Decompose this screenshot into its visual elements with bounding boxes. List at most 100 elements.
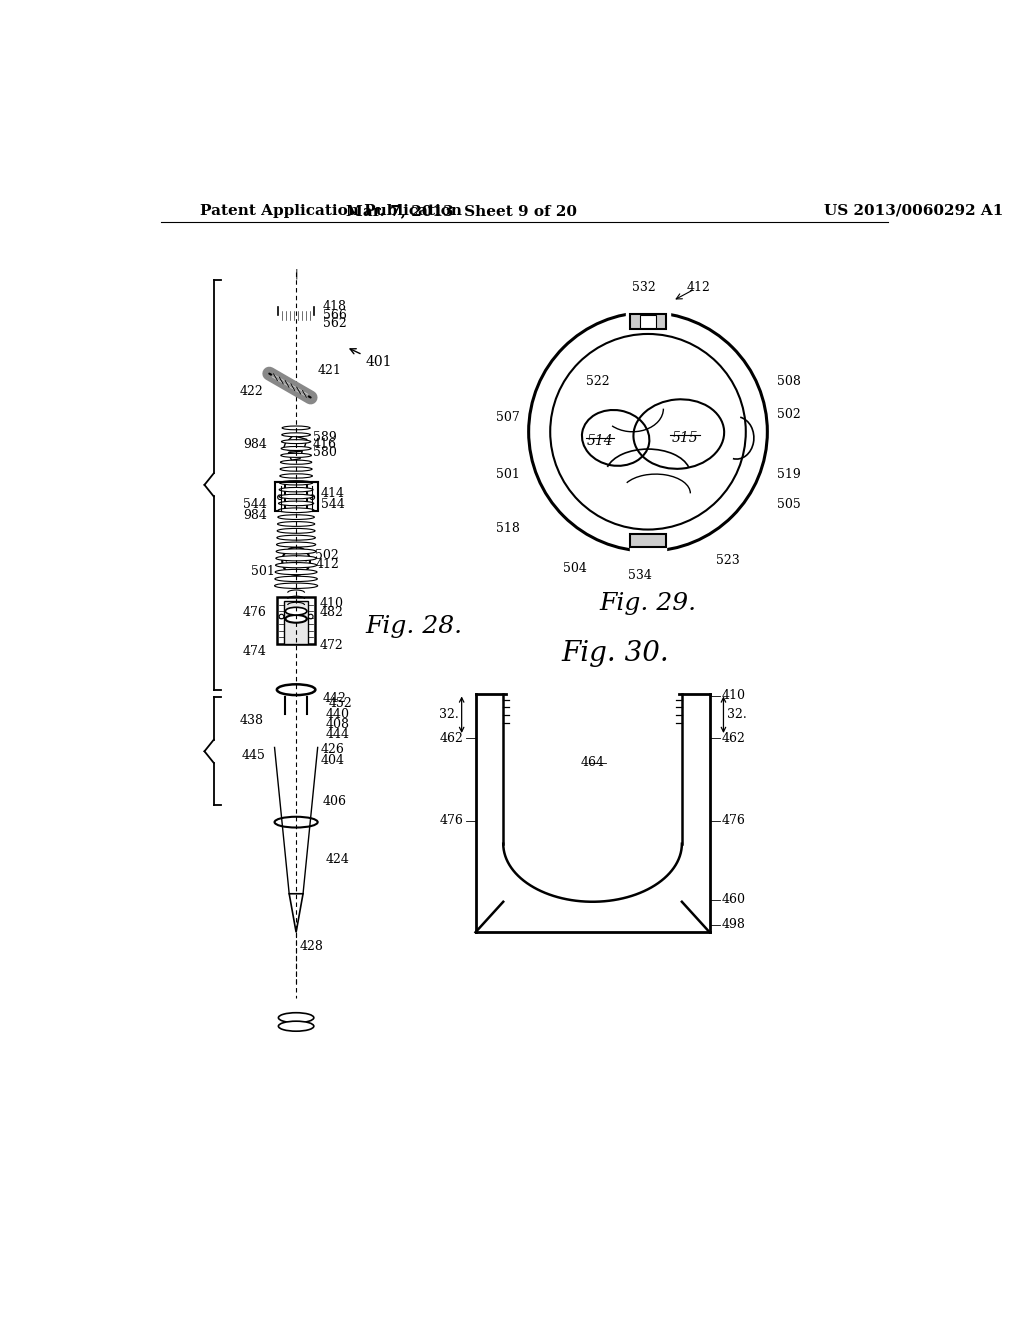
Ellipse shape [282,446,311,450]
Text: 412: 412 [686,281,711,294]
Text: 406: 406 [323,795,347,808]
Ellipse shape [286,615,307,623]
Text: 452: 452 [329,697,352,710]
Text: 514: 514 [587,434,613,447]
Circle shape [278,495,283,499]
Polygon shape [630,314,667,330]
Ellipse shape [275,569,317,574]
Text: 428: 428 [300,940,324,953]
Text: 414: 414 [321,487,345,500]
Text: 476: 476 [243,606,267,619]
Ellipse shape [279,502,313,506]
Text: 412: 412 [315,558,339,572]
Text: 482: 482 [319,606,343,619]
Ellipse shape [275,556,316,561]
Circle shape [283,548,310,576]
Text: 404: 404 [321,754,345,767]
Text: 410: 410 [721,689,745,702]
Text: 442: 442 [323,693,347,705]
Text: US 2013/0060292 A1: US 2013/0060292 A1 [823,203,1002,218]
Text: Fig. 30.: Fig. 30. [562,640,670,667]
Ellipse shape [280,480,312,484]
Circle shape [308,614,313,619]
Ellipse shape [278,528,315,533]
Text: Mar. 7, 2013  Sheet 9 of 20: Mar. 7, 2013 Sheet 9 of 20 [346,203,578,218]
Text: 460: 460 [721,894,745,907]
Text: 32.: 32. [439,709,459,721]
Text: 984: 984 [243,438,267,451]
Text: 418: 418 [323,300,347,313]
Text: 562: 562 [323,317,347,330]
Ellipse shape [281,461,311,465]
Text: 507: 507 [496,412,519,425]
Text: 544: 544 [243,499,267,511]
Circle shape [528,313,767,552]
Ellipse shape [275,562,316,568]
Text: Fig. 29.: Fig. 29. [599,591,696,615]
Text: 401: 401 [350,348,392,370]
Ellipse shape [280,474,312,478]
Text: 445: 445 [242,748,265,762]
Text: 474: 474 [243,644,267,657]
Text: 426: 426 [321,743,345,756]
Polygon shape [627,309,670,330]
Polygon shape [276,598,315,644]
Polygon shape [640,315,655,327]
Text: 422: 422 [240,385,264,399]
Text: 440: 440 [326,708,349,721]
Polygon shape [274,482,286,511]
Text: 438: 438 [240,714,264,727]
Ellipse shape [278,521,314,527]
Ellipse shape [276,535,315,540]
Polygon shape [630,535,667,548]
Ellipse shape [281,453,311,457]
Ellipse shape [276,543,315,546]
Circle shape [280,614,284,619]
Text: 421: 421 [317,363,342,376]
Ellipse shape [279,1022,313,1031]
Ellipse shape [282,433,310,437]
Text: 519: 519 [776,467,801,480]
Ellipse shape [276,684,315,696]
Ellipse shape [278,515,314,520]
Text: 472: 472 [319,639,343,652]
Polygon shape [630,532,667,554]
Ellipse shape [282,440,310,444]
Text: 32.: 32. [727,709,746,721]
Text: 444: 444 [326,727,349,741]
Text: 416: 416 [313,438,337,451]
Text: 476: 476 [721,814,745,828]
Ellipse shape [274,817,317,828]
Text: 501: 501 [496,467,519,480]
Text: 462: 462 [440,731,464,744]
Text: 462: 462 [721,731,745,744]
Polygon shape [284,601,308,644]
Ellipse shape [279,1012,313,1023]
Polygon shape [289,894,303,932]
Ellipse shape [280,487,313,492]
Ellipse shape [274,577,317,582]
Text: 566: 566 [323,309,347,322]
Text: Fig. 28.: Fig. 28. [366,615,463,638]
Text: 410: 410 [319,597,343,610]
Ellipse shape [281,467,312,471]
Text: 424: 424 [326,853,349,866]
Text: 498: 498 [721,917,745,931]
Text: 504: 504 [563,561,587,574]
Text: 502: 502 [315,549,339,562]
Text: 589: 589 [313,430,337,444]
Circle shape [310,495,314,499]
Text: 476: 476 [440,814,464,828]
Text: 518: 518 [496,521,519,535]
Text: 532: 532 [632,281,656,294]
Ellipse shape [276,549,316,554]
Text: 408: 408 [326,718,349,731]
Ellipse shape [282,426,310,430]
Text: |: | [294,269,298,279]
Text: 523: 523 [716,554,739,566]
Ellipse shape [286,607,307,615]
Text: 502: 502 [776,408,801,421]
Text: 505: 505 [776,499,801,511]
Text: 534: 534 [629,569,652,582]
Ellipse shape [279,494,313,499]
